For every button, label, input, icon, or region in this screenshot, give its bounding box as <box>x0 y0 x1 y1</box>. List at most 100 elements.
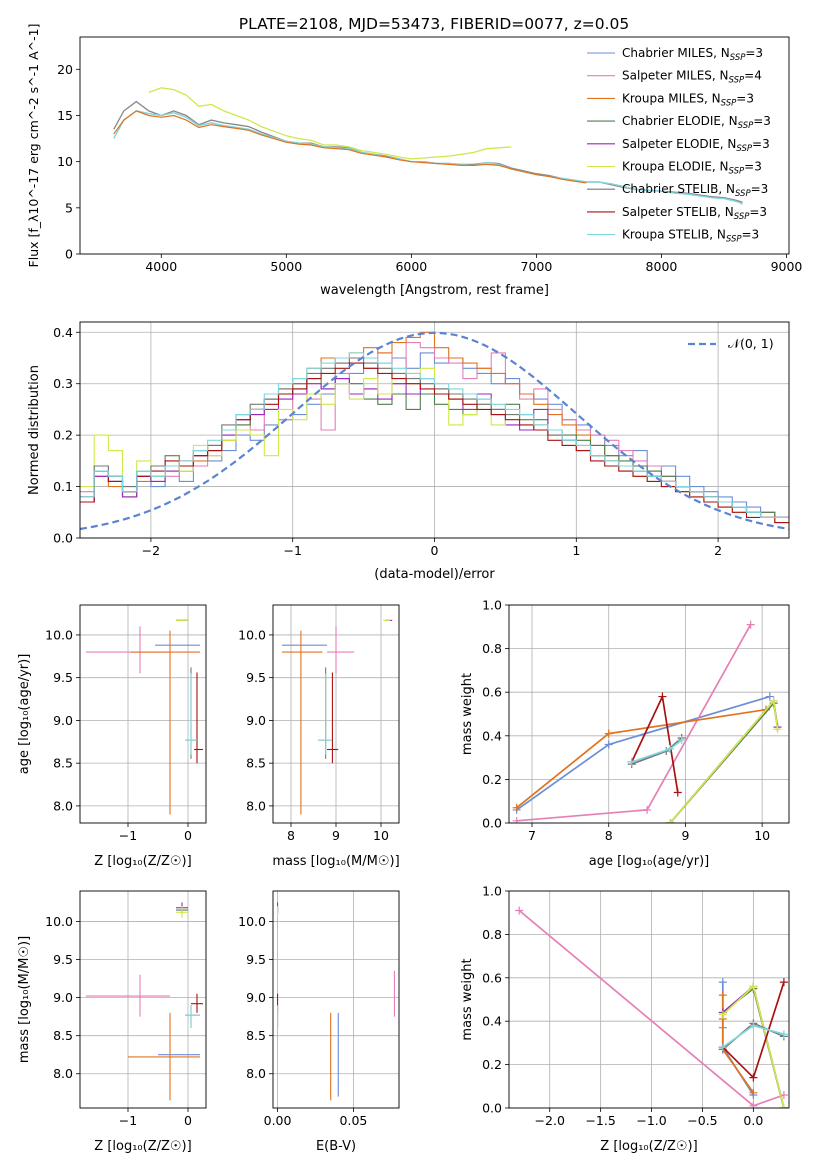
x-tick-label: 7000 <box>521 259 553 274</box>
axes-frame <box>79 321 790 539</box>
y-tick-label: 1.0 <box>482 884 502 899</box>
legend-value: =3 <box>745 46 763 60</box>
weight-marker <box>718 1043 727 1052</box>
x-tick-label: 0.00 <box>264 1113 292 1128</box>
y-tick-label: 10.0 <box>238 627 266 642</box>
legend-label: Kroupa ELODIE, NSSP=3 <box>622 160 762 177</box>
legend-subscript: SSP <box>738 121 754 131</box>
legend-value: =3 <box>751 182 769 196</box>
spectrum-lines <box>113 87 743 205</box>
y-tick-label: 0.0 <box>53 531 73 546</box>
legend-subscript: SSP <box>730 53 746 63</box>
legend-value: =3 <box>736 91 754 105</box>
x-tick-label: −1.0 <box>636 1113 666 1128</box>
y-tick-label: 9.0 <box>53 990 73 1005</box>
mass_weight_vs_Z-panel: −2.0 −1.5 −1.0 −0.5 0.0 0.0 0.2 0.4 0.6 0.8 1.0 Z [… <box>460 884 790 1154</box>
errorbars <box>86 619 203 815</box>
weight-marker <box>677 736 686 745</box>
weight-marker <box>749 1021 758 1030</box>
x-tick-label: 2 <box>714 543 722 558</box>
x-axis-label: Z [log₁₀(Z/Z☉)] <box>94 1139 191 1154</box>
weight-marker <box>666 744 675 753</box>
weight-marker <box>779 1104 788 1108</box>
x-axis-label: (data-model)/error <box>374 567 495 582</box>
legend-text: Salpeter MILES, N <box>622 69 729 83</box>
legend-text: Chabrier STELIB, N <box>622 182 735 196</box>
y-tick-label: 10 <box>57 154 73 169</box>
x-tick-label: 10 <box>754 828 770 843</box>
y-tick-label: 8.0 <box>53 798 73 813</box>
normal-curve <box>80 331 789 531</box>
x-tick-label: 0 <box>184 1113 192 1128</box>
mass_vs_Z-panel: −1 0 8.0 8.5 9.0 9.5 10.0 Z [log₁₀(Z/Z☉)] mass [… <box>17 890 207 1154</box>
weight-marker <box>718 1010 727 1019</box>
y-tick-label: 0.6 <box>482 685 502 700</box>
y-tick-label: 0.0 <box>482 816 502 831</box>
x-tick-label: 5000 <box>270 259 302 274</box>
histogram-step <box>80 362 789 524</box>
weight-lines <box>515 906 788 1108</box>
y-tick-label: 8.5 <box>53 1028 73 1043</box>
weight-marker <box>746 620 755 629</box>
legend-label: Kroupa STELIB, NSSP=3 <box>622 228 759 245</box>
miles-model-line <box>113 110 587 184</box>
x-tick-label: −1 <box>119 828 137 843</box>
weight-marker <box>643 805 652 814</box>
y-tick-label: 20 <box>57 62 73 77</box>
y-tick-label: 0.2 <box>482 1057 502 1072</box>
y-tick-label: 15 <box>57 108 73 123</box>
errorbars <box>282 619 393 815</box>
weight-marker <box>512 816 521 823</box>
x-tick-label: −2.0 <box>535 1113 565 1128</box>
legend-subscript: SSP <box>734 212 750 222</box>
x-tick-label: 1 <box>572 543 580 558</box>
x-tick-label: 9 <box>681 828 689 843</box>
figure-title: PLATE=2108, MJD=53473, FIBERID=0077, z=0… <box>239 15 629 33</box>
legend-value: =3 <box>753 114 771 128</box>
axes-frame <box>272 890 400 1109</box>
y-tick-label: 9.5 <box>246 952 266 967</box>
y-tick-label: 10.0 <box>238 914 266 929</box>
legend-label: Salpeter ELODIE, NSSP=3 <box>622 137 770 154</box>
x-tick-label: 6000 <box>395 259 427 274</box>
weight-line <box>630 693 679 793</box>
y-tick-label: 8.5 <box>246 1028 266 1043</box>
legend-text: Chabrier ELODIE, N <box>622 114 738 128</box>
legend-value: =3 <box>742 228 760 242</box>
x-axis-label: age [log₁₀(age/yr)] <box>589 854 710 869</box>
weight-marker <box>749 982 758 991</box>
y-axis-label: mass [log₁₀(M/M☉)] <box>17 936 32 1063</box>
legend-text: Kroupa MILES, N <box>622 91 721 105</box>
weight-marker <box>765 692 774 701</box>
errorbars <box>277 902 395 1101</box>
y-tick-label: 0.6 <box>482 970 502 985</box>
y-tick-label: 1.0 <box>482 598 502 613</box>
x-tick-label: −1 <box>283 543 301 558</box>
legend-label: Chabrier MILES, NSSP=3 <box>622 46 763 63</box>
legend-text: Kroupa STELIB, N <box>622 228 726 242</box>
y-tick-label: 8.0 <box>53 1066 73 1081</box>
axes-frame <box>79 604 207 824</box>
y-tick-label: 8.5 <box>246 756 266 771</box>
histogram-lines <box>80 331 789 531</box>
x-axis-label: mass [log₁₀(M/M☉)] <box>272 854 399 869</box>
legend-text: Salpeter ELODIE, N <box>622 137 736 151</box>
weight-marker <box>515 906 524 915</box>
x-tick-label: 10 <box>373 828 389 843</box>
y-tick-label: 10.0 <box>45 914 73 929</box>
x-tick-label: 4000 <box>145 259 177 274</box>
legend-text: Salpeter STELIB, N <box>622 205 734 219</box>
weight-marker <box>604 740 613 749</box>
y-axis-label: age [log₁₀(age/yr)] <box>17 654 32 775</box>
age_vs_mass-panel: 8 9 10 8.0 8.5 9.0 9.5 10.0 mass [log₁₀(M/M☉)] <box>238 604 400 869</box>
legend-value: =4 <box>744 69 762 83</box>
weight-marker <box>666 819 675 823</box>
y-tick-label: 0.3 <box>53 376 73 391</box>
weight-marker <box>779 1030 788 1039</box>
weight-marker <box>512 803 521 812</box>
weight-marker <box>749 1088 758 1097</box>
x-tick-label: 9 <box>332 828 340 843</box>
y-tick-label: 9.0 <box>246 990 266 1005</box>
x-tick-label: 0.05 <box>340 1113 368 1128</box>
age_vs_Z-panel: −1 0 8.0 8.5 9.0 9.5 10.0 Z [log₁₀(Z/Z☉)] age [l… <box>17 604 207 869</box>
